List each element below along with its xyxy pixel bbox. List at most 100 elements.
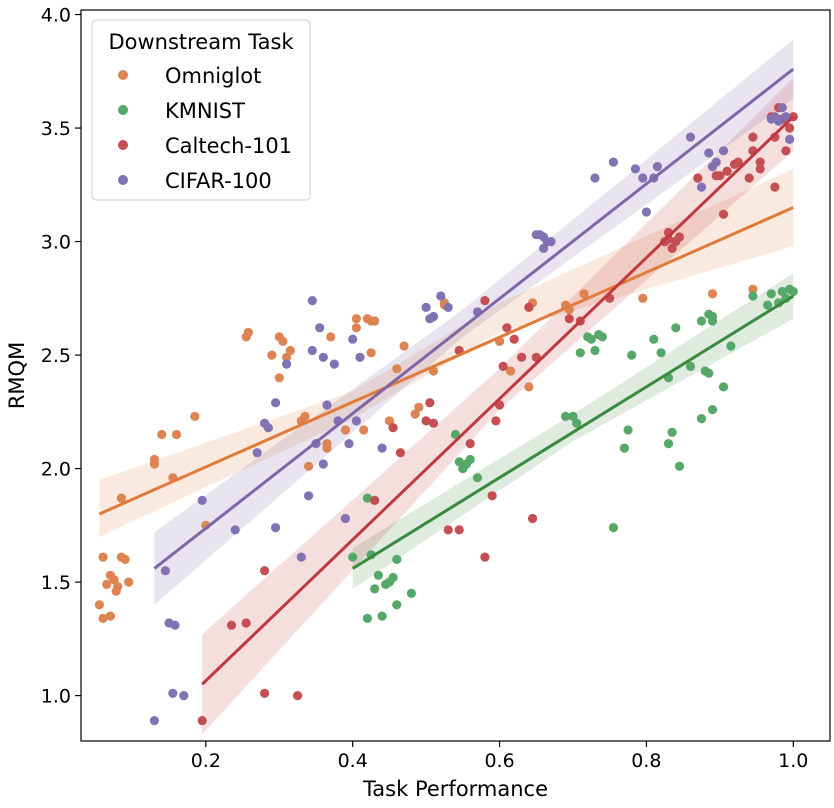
- omniglot-point: [94, 600, 104, 610]
- cifar-100-point: [149, 716, 159, 726]
- kmnist-point: [373, 570, 383, 580]
- kmnist-point: [707, 405, 718, 415]
- omniglot-point: [384, 416, 394, 426]
- cifar-100-point: [377, 443, 387, 453]
- omniglot-point: [98, 613, 108, 624]
- y-tick-label: 3.0: [41, 232, 71, 254]
- x-axis-ticks: 0.2 0.4 0.6 0.8 1.0: [191, 741, 808, 772]
- cifar-100-point: [230, 525, 240, 535]
- kmnist-point: [777, 286, 787, 297]
- caltech-101-point: [755, 164, 765, 174]
- caltech-101-point: [674, 232, 685, 242]
- omniglot-point: [157, 429, 167, 440]
- cifar-100-point: [641, 207, 652, 217]
- cifar-100-point: [351, 416, 361, 426]
- cifar-100-point: [252, 448, 262, 458]
- caltech-101-point: [480, 552, 490, 562]
- cifar-100-point: [344, 439, 354, 449]
- omniglot-point: [243, 327, 253, 337]
- kmnist-point: [406, 588, 416, 599]
- kmnist-point: [362, 493, 372, 503]
- omniglot-point: [370, 316, 380, 326]
- kmnist-point: [707, 311, 718, 322]
- caltech-101-point: [564, 314, 574, 324]
- legend-label-cifar-100: CIFAR-100: [165, 169, 272, 193]
- cifar-100-point: [704, 148, 714, 158]
- omniglot-point: [638, 293, 648, 303]
- kmnist-point: [674, 461, 685, 471]
- cifar-100-point: [428, 311, 439, 322]
- legend-label-caltech-101: Caltech-101: [165, 134, 292, 158]
- caltech-101-point: [524, 302, 534, 312]
- omniglot-point: [748, 284, 758, 294]
- kmnist-point: [667, 427, 677, 437]
- cifar-100-point: [282, 359, 292, 369]
- omniglot-point: [579, 289, 589, 299]
- caltech-101-point: [260, 688, 270, 698]
- caltech-101-point: [454, 525, 464, 535]
- cifar-100-point: [179, 691, 189, 701]
- cifar-100-point: [711, 157, 721, 167]
- x-tick-label: 1.0: [778, 750, 808, 772]
- omniglot-point: [351, 323, 361, 333]
- kmnist-point: [726, 341, 736, 351]
- kmnist-point: [568, 411, 578, 421]
- cifar-100-point: [322, 400, 332, 410]
- omniglot-point: [105, 611, 115, 621]
- kmnist-point: [696, 414, 707, 424]
- cifar-100-point: [170, 620, 180, 630]
- omniglot-point: [98, 552, 108, 562]
- kmnist-point: [623, 425, 633, 435]
- kmnist-point: [388, 572, 398, 583]
- kmnist-point: [748, 291, 758, 301]
- cifar-100-point: [777, 103, 787, 113]
- caltech-101-point: [502, 323, 512, 333]
- omniglot-point: [524, 382, 534, 392]
- omniglot-point: [267, 350, 277, 360]
- caltech-101-point: [465, 439, 475, 449]
- omniglot-point: [399, 341, 409, 351]
- kmnist-point: [472, 473, 483, 483]
- cifar-100-point: [197, 495, 207, 505]
- legend-marker-cifar-100: [118, 175, 128, 185]
- caltech-101-point: [226, 620, 237, 630]
- cifar-100-point: [307, 296, 317, 306]
- kmnist-point: [392, 600, 402, 610]
- caltech-101-point: [388, 423, 398, 433]
- y-tick-label: 3.5: [41, 118, 71, 140]
- caltech-101-point: [487, 491, 497, 501]
- caltech-101-point: [241, 618, 251, 628]
- legend-label-kmnist: KMNIST: [165, 99, 245, 123]
- cifar-100-point: [340, 513, 350, 524]
- cifar-100-point: [652, 162, 663, 172]
- kmnist-point: [649, 334, 659, 344]
- omniglot-point: [124, 577, 134, 587]
- omniglot-point: [190, 411, 200, 421]
- caltech-101-point: [748, 132, 758, 142]
- omniglot-point: [414, 402, 424, 412]
- caltech-101-point: [744, 173, 754, 183]
- caltech-101-point: [491, 416, 501, 426]
- omniglot-point: [109, 575, 119, 585]
- legend-label-omniglot: Omniglot: [165, 64, 261, 88]
- caltech-101-point: [421, 416, 431, 426]
- caltech-101-point: [498, 361, 508, 371]
- caltech-101-point: [293, 691, 303, 701]
- kmnist-point: [608, 523, 619, 533]
- omniglot-point: [707, 289, 718, 299]
- regression-lines: [98, 67, 795, 686]
- kmnist-point: [671, 323, 681, 333]
- cifar-100-point: [630, 164, 641, 174]
- kmnist-point: [362, 613, 372, 624]
- caltech-101-point: [722, 166, 732, 176]
- omniglot-point: [340, 425, 350, 435]
- omniglot-point: [410, 409, 420, 419]
- caltech-101-point: [693, 173, 703, 183]
- caltech-101-point: [443, 525, 453, 535]
- cifar-100-point: [263, 423, 273, 433]
- caltech-101-fit-line: [201, 115, 795, 686]
- kmnist-point: [763, 300, 773, 310]
- legend-box: [91, 19, 311, 201]
- omniglot-point: [392, 364, 402, 374]
